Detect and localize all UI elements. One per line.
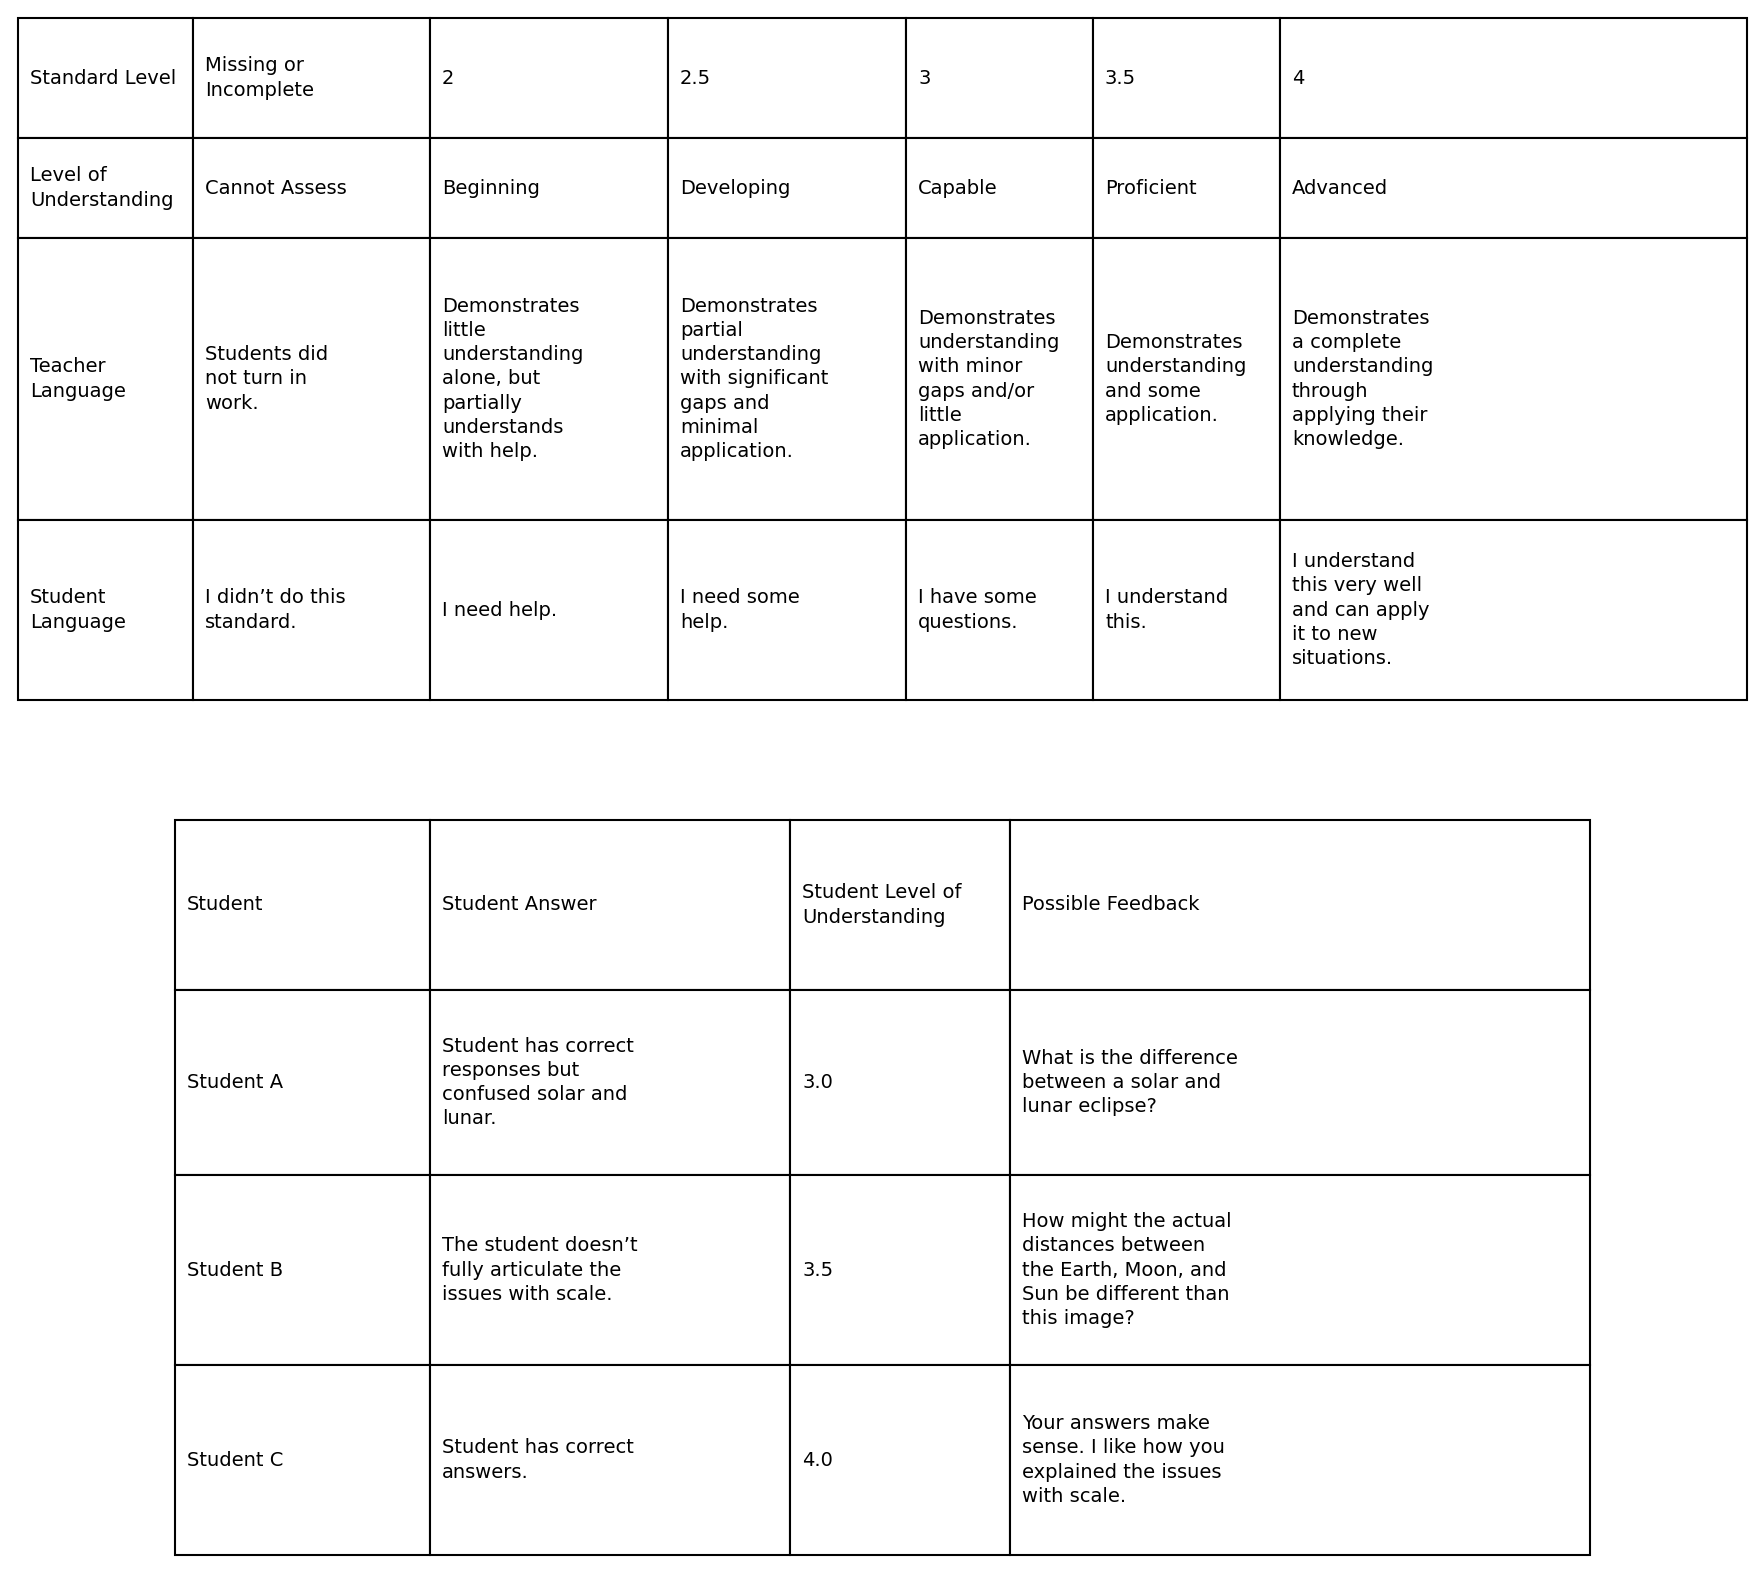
Bar [667,138,905,237]
Bar [192,237,430,520]
Bar [430,990,790,1174]
Text: I need help.: I need help. [441,601,557,619]
Text: I understand
this very well
and can apply
it to new
situations.: I understand this very well and can appl… [1291,552,1429,668]
Text: Level of
Understanding: Level of Understanding [30,167,173,209]
Bar [18,237,192,520]
Text: Student Level of
Understanding: Student Level of Understanding [801,883,961,926]
Text: Demonstrates
a complete
understanding
through
applying their
knowledge.: Demonstrates a complete understanding th… [1291,308,1432,450]
Bar [18,520,192,700]
Bar [790,990,1009,1174]
Text: Proficient: Proficient [1104,179,1196,198]
Bar [1092,237,1279,520]
Text: Student B: Student B [187,1261,282,1280]
Bar [1092,520,1279,700]
Text: 4.0: 4.0 [801,1451,833,1470]
Bar [175,990,430,1174]
Text: I have some
questions.: I have some questions. [917,588,1035,632]
Bar [430,821,790,990]
Bar [1009,821,1589,990]
Text: Cannot Assess: Cannot Assess [205,179,346,198]
Bar [1279,520,1746,700]
Bar [18,138,192,237]
Text: 3: 3 [917,69,930,88]
Bar [1092,138,1279,237]
Text: Demonstrates
understanding
and some
application.: Demonstrates understanding and some appl… [1104,333,1245,424]
Bar [192,138,430,237]
Text: I didn’t do this
standard.: I didn’t do this standard. [205,588,346,632]
Text: I need some
help.: I need some help. [679,588,799,632]
Text: Demonstrates
understanding
with minor
gaps and/or
little
application.: Demonstrates understanding with minor ga… [917,308,1058,450]
Text: Student C: Student C [187,1451,284,1470]
Bar [175,1364,430,1555]
Text: Student
Language: Student Language [30,588,125,632]
Bar [1279,17,1746,138]
Text: 3.5: 3.5 [1104,69,1136,88]
Bar [1092,17,1279,138]
Bar [175,1174,430,1364]
Text: Demonstrates
little
understanding
alone, but
partially
understands
with help.: Demonstrates little understanding alone,… [441,297,584,461]
Bar [1009,990,1589,1174]
Bar [430,1174,790,1364]
Text: 2.5: 2.5 [679,69,711,88]
Bar [1009,1364,1589,1555]
Text: 3.0: 3.0 [801,1074,833,1093]
Bar [905,237,1092,520]
Bar [790,821,1009,990]
Text: Teacher
Language: Teacher Language [30,357,125,401]
Text: Developing: Developing [679,179,790,198]
Bar [430,17,667,138]
Text: Demonstrates
partial
understanding
with significant
gaps and
minimal
application: Demonstrates partial understanding with … [679,297,827,461]
Bar [667,520,905,700]
Bar [667,17,905,138]
Text: Student Answer: Student Answer [441,896,596,915]
Bar [430,1364,790,1555]
Text: Advanced: Advanced [1291,179,1387,198]
Text: 4: 4 [1291,69,1304,88]
Text: Missing or
Incomplete: Missing or Incomplete [205,57,314,99]
Bar [430,138,667,237]
Text: Your answers make
sense. I like how you
explained the issues
with scale.: Your answers make sense. I like how you … [1021,1415,1224,1506]
Text: Student A: Student A [187,1074,282,1093]
Bar [1279,138,1746,237]
Text: 3.5: 3.5 [801,1261,833,1280]
Text: How might the actual
distances between
the Earth, Moon, and
Sun be different tha: How might the actual distances between t… [1021,1212,1231,1328]
Bar [905,520,1092,700]
Text: Student has correct
answers.: Student has correct answers. [441,1438,633,1482]
Bar [175,821,430,990]
Bar [18,17,192,138]
Bar [667,237,905,520]
Bar [430,520,667,700]
Text: What is the difference
between a solar and
lunar eclipse?: What is the difference between a solar a… [1021,1049,1237,1116]
Text: I understand
this.: I understand this. [1104,588,1228,632]
Text: 2: 2 [441,69,453,88]
Text: Students did
not turn in
work.: Students did not turn in work. [205,346,328,413]
Bar [192,520,430,700]
Bar [1009,1174,1589,1364]
Text: Capable: Capable [917,179,997,198]
Text: The student doesn’t
fully articulate the
issues with scale.: The student doesn’t fully articulate the… [441,1236,637,1303]
Bar [905,138,1092,237]
Text: Student: Student [187,896,263,915]
Text: Beginning: Beginning [441,179,540,198]
Bar [790,1174,1009,1364]
Text: Student has correct
responses but
confused solar and
lunar.: Student has correct responses but confus… [441,1036,633,1129]
Bar [430,237,667,520]
Bar [905,17,1092,138]
Text: Standard Level: Standard Level [30,69,176,88]
Bar [790,1364,1009,1555]
Bar [1279,237,1746,520]
Bar [192,17,430,138]
Text: Possible Feedback: Possible Feedback [1021,896,1200,915]
